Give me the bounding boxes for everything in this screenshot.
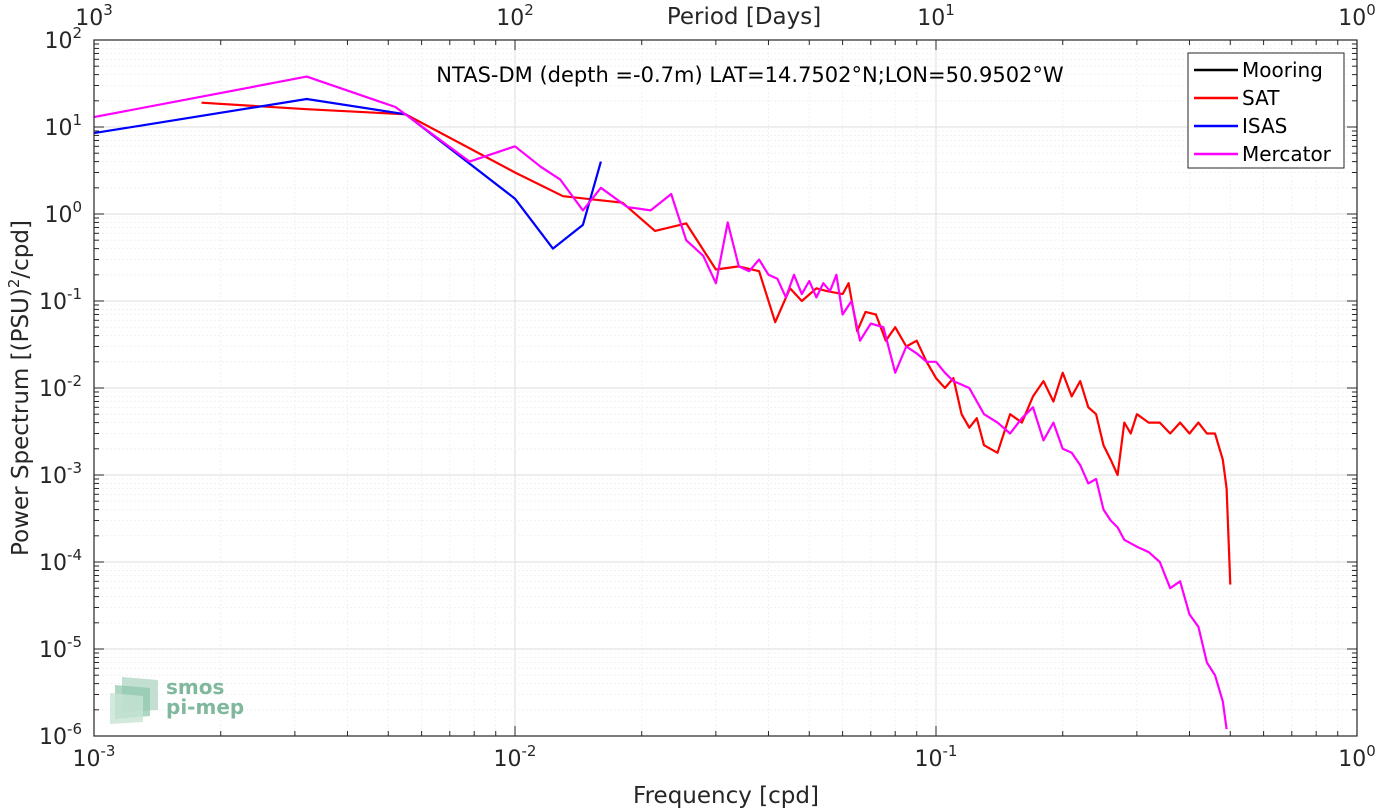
y-tick-label-exp: 1 xyxy=(72,111,82,129)
y-axis-label-main: Power Spectrum [(PSU) xyxy=(8,288,34,556)
x-tick-label-exp: -1 xyxy=(943,742,958,760)
grid-lines xyxy=(93,40,1357,737)
x-tick-label-exp: -3 xyxy=(101,742,116,760)
y-tick-label-exp: -4 xyxy=(67,546,82,564)
top-x-tick-label: 103 xyxy=(75,1,113,31)
top-x-tick-label-exp: 3 xyxy=(103,1,113,19)
legend-box xyxy=(1187,52,1345,169)
x-tick-label-exp: 0 xyxy=(1366,742,1376,760)
series-layer xyxy=(93,75,1232,730)
y-tick-label: 10-3 xyxy=(39,459,82,489)
top-x-tick-label: 101 xyxy=(917,1,955,31)
y-tick-label-exp: -2 xyxy=(67,372,82,390)
series-line-sat xyxy=(201,101,1232,585)
y-tick-label-base: 10 xyxy=(44,116,72,141)
x-tick-label-base: 10 xyxy=(73,747,101,772)
y-tick-label-base: 10 xyxy=(39,377,67,402)
x-axis-label: Frequency [cpd] xyxy=(633,783,819,809)
top-x-tick-label-exp: 1 xyxy=(945,1,955,19)
top-x-tick-label-base: 10 xyxy=(917,6,945,31)
x-tick-label-exp: -2 xyxy=(522,742,537,760)
y-tick-label: 10-4 xyxy=(39,546,82,576)
top-x-tick-label: 100 xyxy=(1338,1,1376,31)
y-tick-label-exp: -5 xyxy=(67,633,82,651)
y-tick-label: 100 xyxy=(44,198,82,228)
legend-label-isas: ISAS xyxy=(1242,114,1287,138)
legend: Mooring SAT ISAS Mercator xyxy=(1187,52,1345,169)
y-tick-label: 10-2 xyxy=(39,372,82,402)
x-tick-label: 10-1 xyxy=(915,742,958,772)
y-tick-label-base: 10 xyxy=(39,464,67,489)
y-tick-label-exp: -1 xyxy=(67,285,82,303)
y-tick-label-base: 10 xyxy=(39,551,67,576)
top-x-tick-label-base: 10 xyxy=(496,6,524,31)
y-tick-label-exp: -6 xyxy=(67,720,82,738)
x-tick-label: 10-2 xyxy=(494,742,537,772)
series-line-mercator xyxy=(93,75,1228,730)
y-tick-label-exp: 2 xyxy=(72,24,82,42)
top-x-tick-label-base: 10 xyxy=(75,6,103,31)
x-tick-label: 100 xyxy=(1338,742,1376,772)
top-x-tick-label-exp: 2 xyxy=(524,1,534,19)
y-axis-label-tail: /cpd] xyxy=(8,220,34,279)
x-tick-label: 10-3 xyxy=(73,742,116,772)
logo-text-pi-mep: pi-mep xyxy=(166,695,244,719)
y-axis-label-sup: 2 xyxy=(5,279,23,289)
x-tick-label-base: 10 xyxy=(1338,747,1366,772)
legend-label-mercator: Mercator xyxy=(1242,142,1332,166)
top-x-axis-label: Period [Days] xyxy=(667,4,821,30)
x-tick-label-base: 10 xyxy=(915,747,943,772)
y-tick-label-base: 10 xyxy=(39,725,67,750)
y-tick-label: 102 xyxy=(44,24,82,54)
y-axis-label: Power Spectrum [(PSU)2/cpd] xyxy=(5,220,34,556)
x-tick-label-base: 10 xyxy=(494,747,522,772)
legend-label-mooring: Mooring xyxy=(1242,58,1323,82)
top-x-tick-label-exp: 0 xyxy=(1366,1,1376,19)
y-tick-label: 10-1 xyxy=(39,285,82,315)
y-tick-label-exp: -3 xyxy=(67,459,82,477)
y-tick-label: 10-5 xyxy=(39,633,82,663)
y-tick-label-base: 10 xyxy=(39,290,67,315)
top-x-tick-label: 102 xyxy=(496,1,534,31)
top-x-tick-label-base: 10 xyxy=(1338,6,1366,31)
smos-pi-mep-logo: smos pi-mep xyxy=(110,675,244,724)
y-tick-label-base: 10 xyxy=(39,638,67,663)
y-tick-label-exp: 0 xyxy=(72,198,82,216)
y-tick-label: 101 xyxy=(44,111,82,141)
y-tick-label-base: 10 xyxy=(44,203,72,228)
logo-text-smos: smos xyxy=(166,675,224,699)
chart-title: NTAS-DM (depth =-0.7m) LAT=14.7502°N;LON… xyxy=(436,63,1064,87)
legend-label-sat: SAT xyxy=(1242,86,1280,110)
y-tick-label-base: 10 xyxy=(44,29,72,54)
series-line-isas xyxy=(93,97,602,250)
y-tick-label: 10-6 xyxy=(39,720,82,750)
tick-marks xyxy=(93,40,1357,737)
logo-wave-3 xyxy=(110,693,143,724)
